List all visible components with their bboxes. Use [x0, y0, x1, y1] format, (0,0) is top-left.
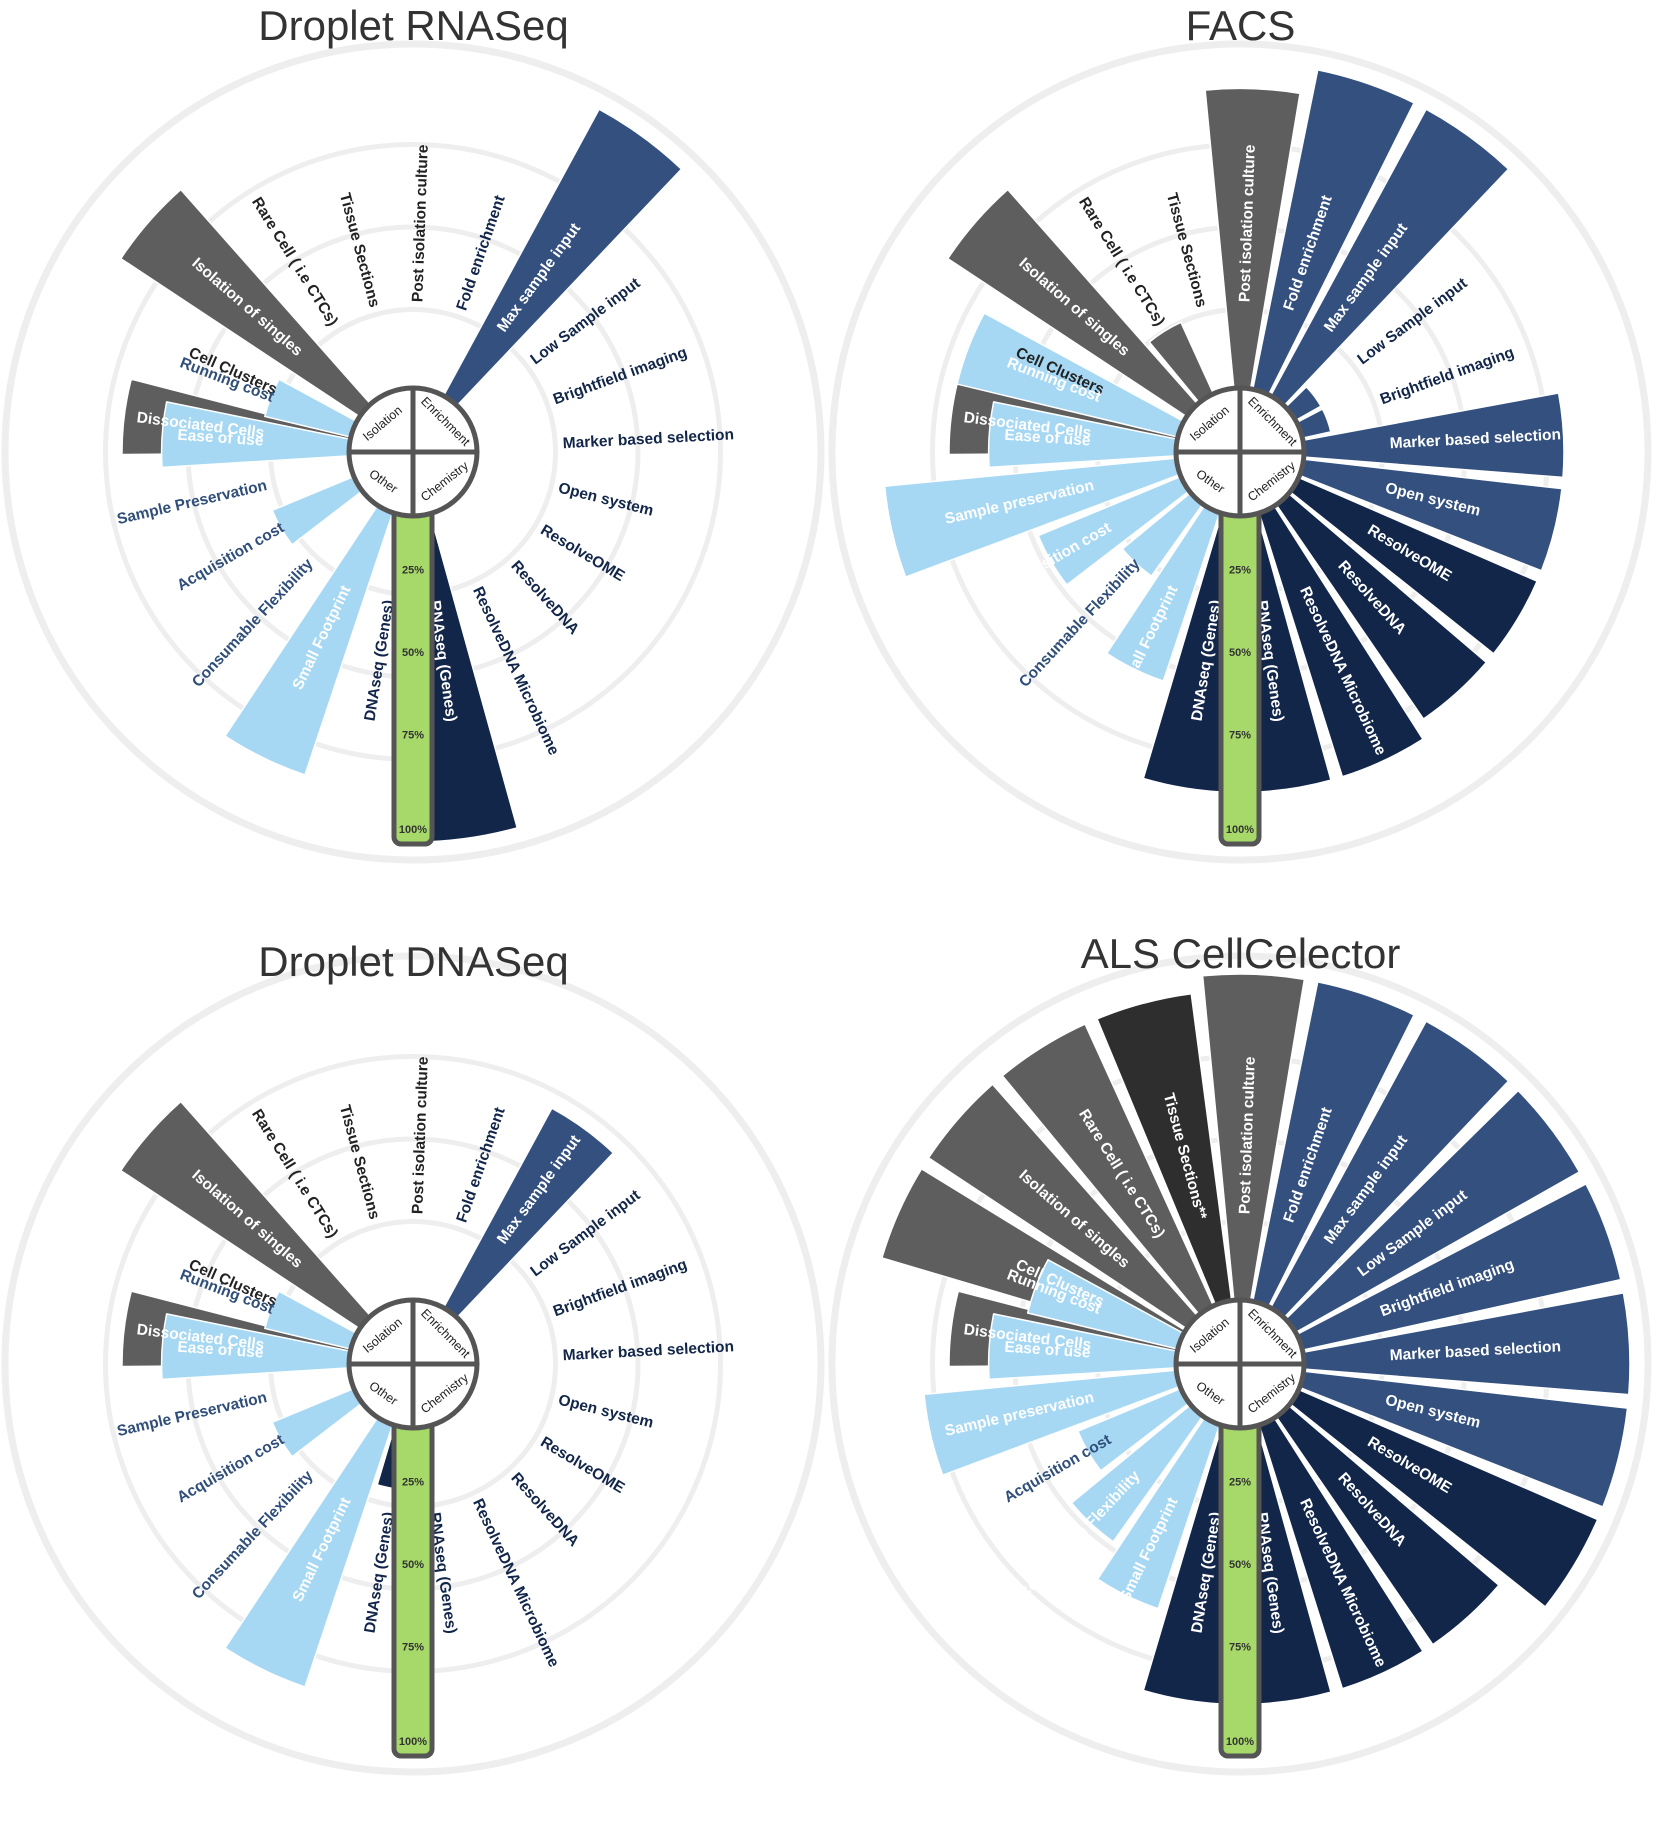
scale-tick-label: 100% — [399, 1736, 427, 1748]
bars — [120, 108, 683, 843]
chart-title: Droplet DNASeq — [258, 938, 569, 985]
label-marker-based-selection: Marker based selection — [562, 426, 734, 452]
chart-panel-facs: Dissociated Cells Cell Clusters Isolation … — [827, 0, 1654, 912]
grid-ring — [828, 952, 1652, 1776]
label-resolvedna: ResolveDNA — [507, 1470, 582, 1551]
scale-tick-label: 25% — [402, 1476, 424, 1488]
label-tissue-sections: Tissue Sections — [1163, 191, 1210, 309]
label-post-isolation-culture: Post isolation culture — [1236, 1056, 1259, 1214]
scale-tick-label: 50% — [402, 647, 424, 659]
label-ease-of-use: Ease of use — [177, 427, 265, 450]
grid-ring — [1, 952, 825, 1776]
scale-tick-label: 25% — [1229, 564, 1251, 576]
scale-tick-label: 75% — [1229, 1641, 1251, 1653]
chart-title: ALS CellCelector — [1080, 930, 1401, 977]
bars — [881, 973, 1631, 1706]
scale-tick-label: 50% — [402, 1559, 424, 1571]
scale-bar: 25% 50% 75% 100% — [1218, 503, 1262, 847]
label-tissue-sections: Tissue Sections — [336, 1103, 383, 1221]
chart-panel-als-cellcelector: Dissociated Cells Cell Clusters Isolation … — [827, 912, 1654, 1824]
label-brightfield-imaging: Brightfield imaging — [551, 344, 690, 408]
scale-tick-label: 100% — [399, 824, 427, 836]
chart-panel-droplet-rnaseq: Dissociated Cells Cell Clusters Isolation … — [0, 0, 827, 912]
scale-tick-label: 25% — [402, 564, 424, 576]
scale-bar-body — [1218, 503, 1262, 847]
label-tissue-sections: Tissue Sections — [336, 191, 383, 309]
scale-tick-label: 75% — [1229, 729, 1251, 741]
scale-tick-label: 50% — [1229, 1559, 1251, 1571]
scale-bar-body — [1218, 1415, 1262, 1759]
scale-tick-label: 25% — [1229, 1476, 1251, 1488]
scale-tick-label: 75% — [402, 729, 424, 741]
label-open-system: Open system — [557, 1392, 656, 1432]
label-marker-based-selection: Marker based selection — [562, 1338, 734, 1364]
label-ease-of-use: Ease of use — [1004, 1339, 1092, 1362]
label-ease-of-use: Ease of use — [1004, 427, 1092, 450]
scale-bar: 25% 50% 75% 100% — [391, 1415, 435, 1759]
label-brightfield-imaging: Brightfield imaging — [551, 1256, 690, 1320]
label-post-isolation-culture: Post isolation culture — [1236, 144, 1259, 302]
scale-bar-body — [391, 1415, 435, 1759]
grid-ring — [828, 40, 1652, 864]
label-resolvedna: ResolveDNA — [507, 558, 582, 639]
label-post-isolation-culture: Post isolation culture — [409, 1056, 432, 1214]
label-brightfield-imaging: Brightfield imaging — [1378, 344, 1517, 408]
label-ease-of-use: Ease of use — [177, 1339, 265, 1362]
scale-bar: 25% 50% 75% 100% — [391, 503, 435, 847]
label-open-system: Open system — [557, 480, 656, 520]
scale-bar: 25% 50% 75% 100% — [1218, 1415, 1262, 1759]
scale-tick-label: 100% — [1226, 824, 1254, 836]
chart-panel-droplet-dnaseq: Dissociated Cells Cell Clusters Isolation … — [0, 912, 827, 1824]
scale-tick-label: 50% — [1229, 647, 1251, 659]
bars — [883, 69, 1565, 794]
chart-title: FACS — [1185, 2, 1296, 49]
grid-ring — [1, 40, 825, 864]
scale-tick-label: 75% — [402, 1641, 424, 1653]
scale-tick-label: 100% — [1226, 1736, 1254, 1748]
scale-bar-body — [391, 503, 435, 847]
chart-title: Droplet RNASeq — [258, 2, 569, 49]
label-post-isolation-culture: Post isolation culture — [409, 144, 432, 302]
